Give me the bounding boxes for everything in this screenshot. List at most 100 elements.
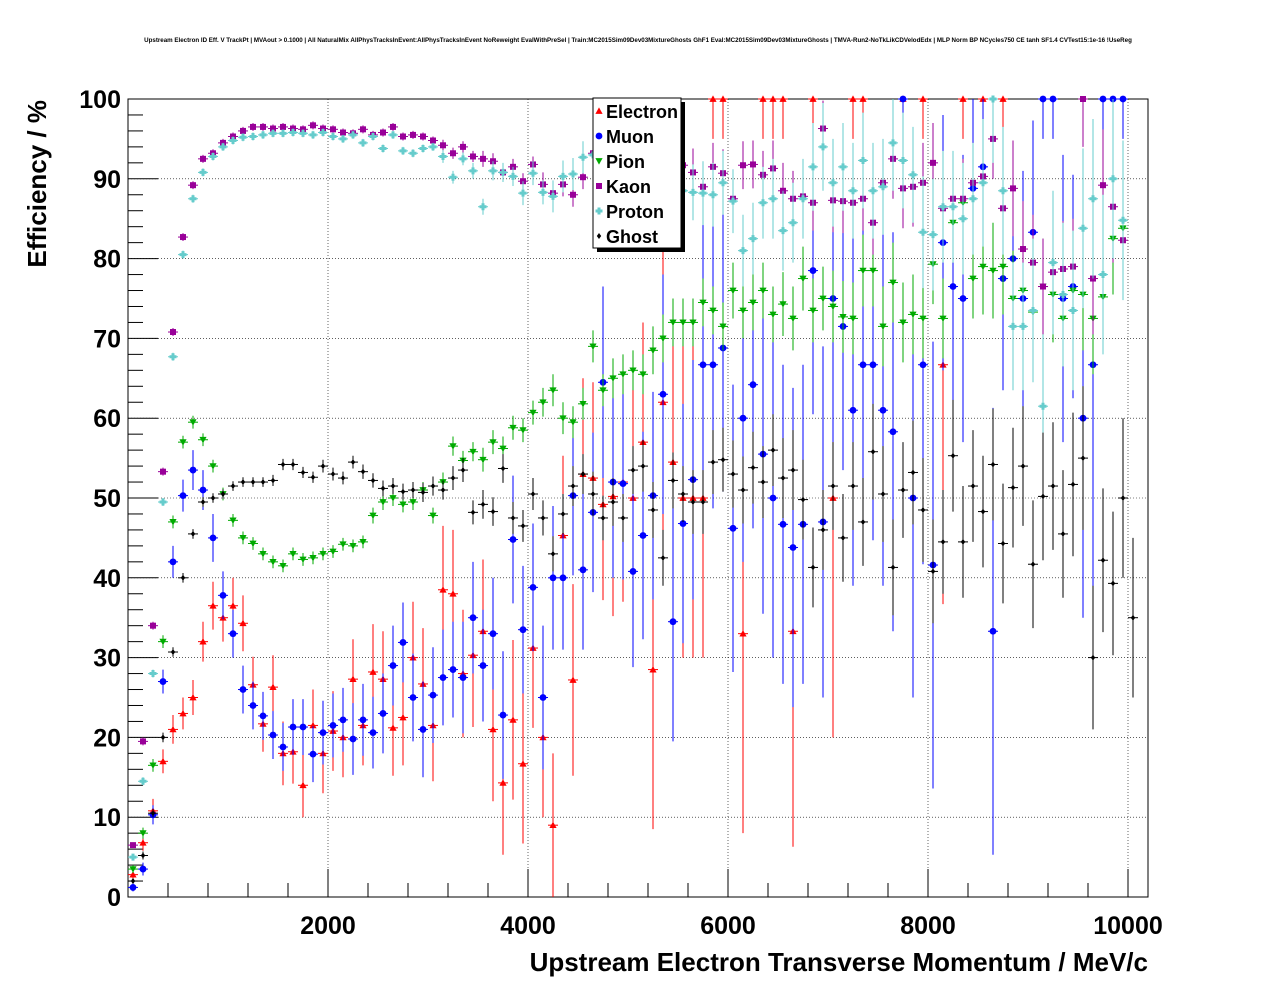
ghost-point (1130, 614, 1136, 621)
ghost-point (630, 467, 636, 474)
muon-point (559, 574, 567, 582)
x-tick-label: 10000 (1093, 912, 1163, 940)
muon-point (919, 361, 927, 369)
pion-point (319, 550, 327, 558)
muon-point (619, 480, 627, 488)
kaon-point (190, 182, 196, 189)
pion-point (189, 419, 197, 426)
ghost-point (650, 506, 656, 513)
ghost-point (730, 471, 736, 478)
y-tick-label: 50 (93, 485, 121, 513)
series-proton (128, 95, 1128, 861)
proton-point (499, 168, 507, 176)
muon-point (169, 558, 177, 566)
kaon-point (1040, 283, 1046, 290)
proton-point (769, 195, 777, 203)
kaon-point (440, 142, 446, 149)
y-tick-label: 90 (93, 166, 121, 194)
ghost-point (1060, 530, 1066, 537)
pion-point (729, 287, 737, 295)
pion-point (429, 512, 437, 520)
proton-point (319, 129, 327, 137)
electron-point (569, 676, 577, 683)
ghost-point (750, 464, 756, 471)
muon-point (299, 723, 307, 731)
pion-point (629, 367, 637, 374)
kaon-point (1020, 246, 1026, 253)
proton-point (299, 129, 307, 137)
proton-point (869, 187, 877, 195)
proton-point (1029, 306, 1037, 314)
ghost-point (940, 538, 946, 545)
ghost-point (270, 477, 276, 484)
pion-point (139, 830, 147, 837)
kaon-point (280, 123, 286, 130)
pion-point (539, 399, 547, 406)
ghost-point (540, 514, 546, 521)
electron-point (239, 619, 247, 627)
ghost-point (1090, 654, 1096, 661)
proton-point (809, 163, 817, 171)
kaon-point (270, 125, 276, 132)
electron-point (719, 95, 727, 102)
muon-point (499, 711, 507, 719)
muon-point (259, 712, 267, 720)
muon-point (879, 406, 887, 414)
legend-marker-kaon (596, 183, 602, 189)
proton-point (839, 163, 847, 171)
pion-point (849, 315, 857, 323)
muon-point (419, 726, 427, 733)
proton-point (389, 131, 397, 139)
pion-point (919, 315, 927, 323)
kaon-point (580, 174, 586, 181)
proton-point (349, 131, 357, 139)
legend-label-ghost: Ghost (606, 227, 658, 247)
kaon-point (310, 122, 316, 129)
electron-point (169, 725, 177, 733)
proton-point (169, 353, 177, 361)
ghost-point (170, 649, 176, 656)
ghost-point (1020, 463, 1026, 470)
pion-point (899, 319, 907, 327)
pion-point (399, 501, 407, 508)
proton-point (939, 203, 947, 211)
legend-label-proton: Proton (606, 202, 664, 222)
pion-point (569, 419, 577, 426)
proton-point (789, 219, 797, 227)
legend-marker-muon (595, 132, 603, 140)
ghost-point (560, 510, 566, 517)
kaon-point (930, 159, 936, 166)
electron-point (959, 95, 967, 102)
pion-point (239, 535, 247, 542)
electron-point (269, 683, 277, 691)
pion-point (619, 371, 627, 378)
y-axis-label: Efficiency / % (22, 100, 52, 268)
electron-point (229, 602, 237, 609)
muon-point (869, 361, 877, 369)
pion-point (329, 548, 337, 556)
pion-point (869, 267, 877, 275)
ghost-point (310, 474, 316, 481)
electron-point (979, 95, 987, 102)
ghost-point (840, 534, 846, 541)
muon-point (749, 381, 757, 389)
electron-point (189, 693, 197, 701)
ghost-point (1070, 481, 1076, 488)
electron-point (849, 95, 857, 102)
ghost-point (340, 475, 346, 482)
pion-point (369, 512, 377, 520)
ghost-point (700, 498, 706, 505)
ghost-point (1100, 557, 1106, 564)
proton-point (159, 498, 167, 506)
ghost-point (890, 564, 896, 571)
proton-point (139, 777, 147, 785)
x-tick-label: 2000 (300, 912, 356, 940)
electron-point (649, 665, 657, 673)
muon-point (379, 710, 387, 717)
pion-point (129, 866, 137, 873)
electron-point (389, 724, 397, 731)
ghost-point (400, 488, 406, 495)
ghost-point (1030, 561, 1036, 568)
muon-point (729, 524, 737, 532)
